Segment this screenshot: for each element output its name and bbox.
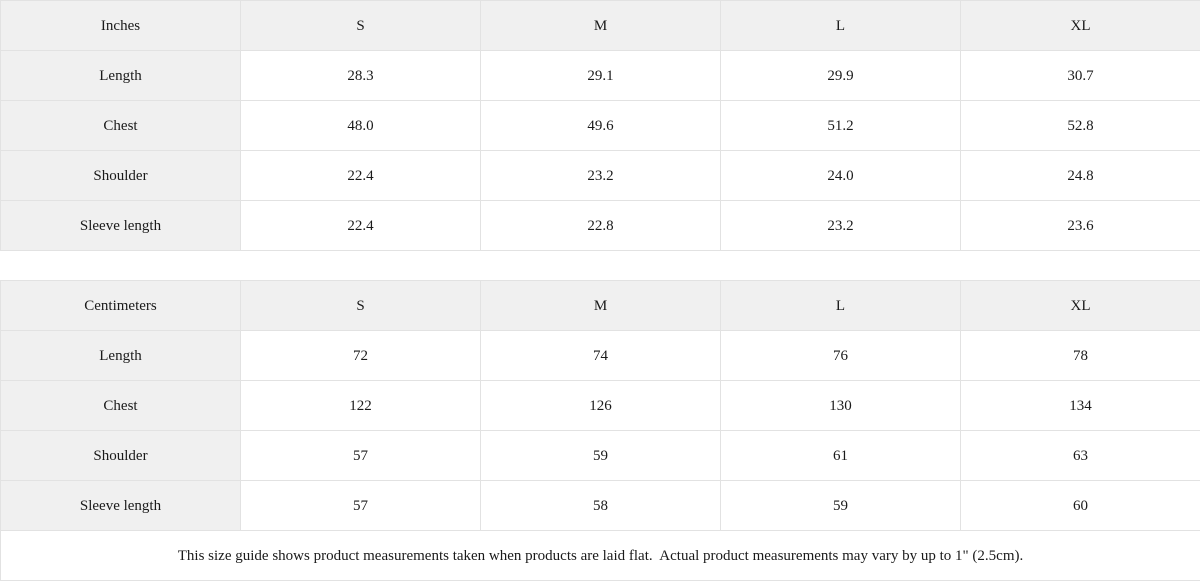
centimeters-sleeve-length-s: 57 [241,481,481,531]
centimeters-length-m: 74 [481,331,721,381]
centimeters-chest-l: 130 [721,381,961,431]
inches-length-m: 29.1 [481,51,721,101]
inches-shoulder-l: 24.0 [721,151,961,201]
centimeters-size-header-s: S [241,281,481,331]
inches-size-header-s: S [241,1,481,51]
footer-note-row: This size guide shows product measuremen… [1,531,1200,581]
table-spacer-cell [1,251,1200,281]
table-row: Chest 122 126 130 134 [1,381,1200,431]
centimeters-row-label-chest: Chest [1,381,241,431]
inches-chest-l: 51.2 [721,101,961,151]
centimeters-sleeve-length-xl: 60 [961,481,1200,531]
table-row: Length 28.3 29.1 29.9 30.7 [1,51,1200,101]
inches-sleeve-length-l: 23.2 [721,201,961,251]
centimeters-chest-s: 122 [241,381,481,431]
inches-row-label-sleeve-length: Sleeve length [1,201,241,251]
table-row: Sleeve length 57 58 59 60 [1,481,1200,531]
centimeters-row-label-sleeve-length: Sleeve length [1,481,241,531]
inches-header-row: Inches S M L XL [1,1,1200,51]
inches-row-label-length: Length [1,51,241,101]
inches-chest-m: 49.6 [481,101,721,151]
centimeters-shoulder-m: 59 [481,431,721,481]
inches-chest-s: 48.0 [241,101,481,151]
inches-shoulder-s: 22.4 [241,151,481,201]
inches-row-label-shoulder: Shoulder [1,151,241,201]
inches-length-l: 29.9 [721,51,961,101]
inches-size-header-m: M [481,1,721,51]
inches-length-s: 28.3 [241,51,481,101]
inches-row-label-chest: Chest [1,101,241,151]
centimeters-size-header-m: M [481,281,721,331]
inches-sleeve-length-m: 22.8 [481,201,721,251]
inches-chest-xl: 52.8 [961,101,1200,151]
inches-unit-label: Inches [1,1,241,51]
table-row: Sleeve length 22.4 22.8 23.2 23.6 [1,201,1200,251]
centimeters-shoulder-xl: 63 [961,431,1200,481]
centimeters-shoulder-s: 57 [241,431,481,481]
inches-size-header-xl: XL [961,1,1200,51]
centimeters-length-xl: 78 [961,331,1200,381]
centimeters-sleeve-length-l: 59 [721,481,961,531]
inches-sleeve-length-xl: 23.6 [961,201,1200,251]
centimeters-sleeve-length-m: 58 [481,481,721,531]
centimeters-row-label-length: Length [1,331,241,381]
centimeters-unit-label: Centimeters [1,281,241,331]
table-row: Chest 48.0 49.6 51.2 52.8 [1,101,1200,151]
table-row: Shoulder 22.4 23.2 24.0 24.8 [1,151,1200,201]
inches-length-xl: 30.7 [961,51,1200,101]
inches-shoulder-xl: 24.8 [961,151,1200,201]
centimeters-header-row: Centimeters S M L XL [1,281,1200,331]
inches-sleeve-length-s: 22.4 [241,201,481,251]
centimeters-size-header-xl: XL [961,281,1200,331]
table-row: Shoulder 57 59 61 63 [1,431,1200,481]
centimeters-chest-xl: 134 [961,381,1200,431]
centimeters-length-s: 72 [241,331,481,381]
inches-shoulder-m: 23.2 [481,151,721,201]
table-row: Length 72 74 76 78 [1,331,1200,381]
inches-size-header-l: L [721,1,961,51]
centimeters-row-label-shoulder: Shoulder [1,431,241,481]
table-spacer-row [1,251,1200,281]
centimeters-shoulder-l: 61 [721,431,961,481]
centimeters-size-header-l: L [721,281,961,331]
footer-note: This size guide shows product measuremen… [1,531,1200,581]
centimeters-length-l: 76 [721,331,961,381]
centimeters-chest-m: 126 [481,381,721,431]
